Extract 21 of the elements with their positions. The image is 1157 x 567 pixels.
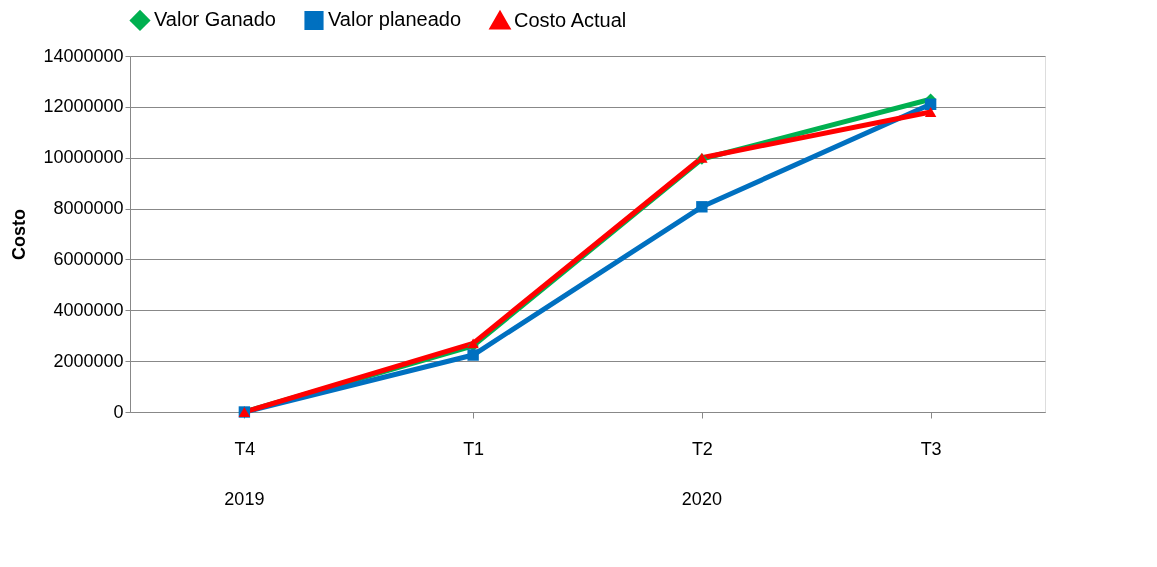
y-tick-label: 12000000 (43, 96, 124, 117)
x-tick-label: T4 (234, 438, 256, 459)
y-tick-label: 0 (113, 401, 124, 422)
y-tick-label: 8000000 (53, 198, 124, 219)
text: 2020 (681, 489, 722, 509)
legend-label: Valor planeado (328, 8, 462, 31)
y-tick-label: 10000000 (43, 147, 124, 168)
legend-label: Valor Ganado (154, 8, 276, 31)
x-tick-label: T1 (463, 438, 485, 459)
y-tick-label: 4000000 (53, 299, 124, 320)
point (696, 201, 708, 213)
x-tick-label: T2 (691, 438, 713, 459)
y-tick-label: 14000000 (43, 45, 124, 66)
y-axis-title: Costo (9, 209, 30, 260)
point (467, 349, 479, 361)
y-tick-label: 6000000 (53, 248, 124, 269)
legend-label: Costo Actual (514, 8, 627, 31)
y-tick-label: 2000000 (53, 350, 124, 371)
x-tick-label: T3 (920, 438, 942, 459)
point (924, 107, 937, 117)
text: 2019 (224, 489, 265, 509)
